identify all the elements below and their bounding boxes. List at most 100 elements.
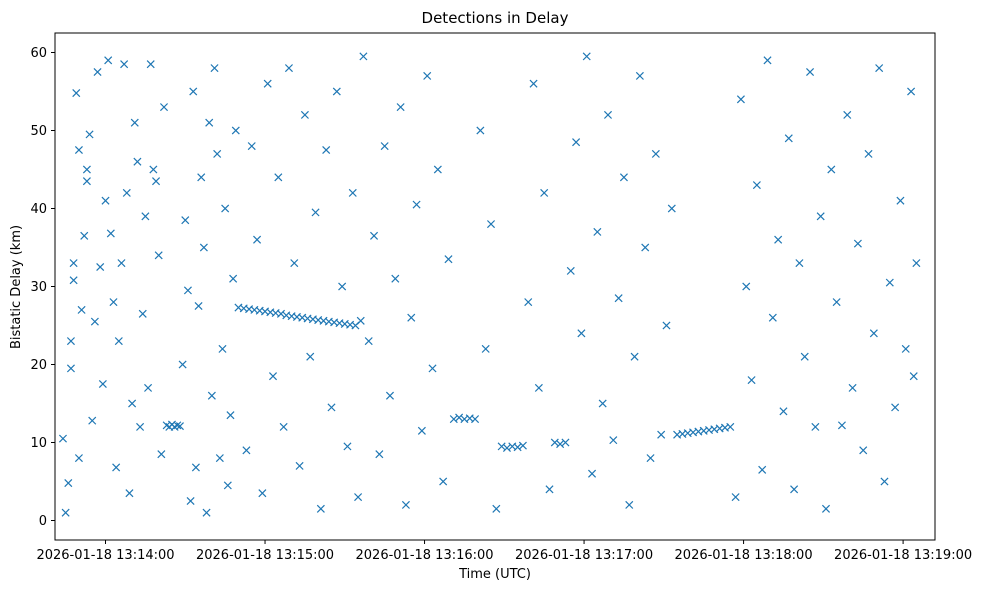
data-point bbox=[354, 493, 363, 502]
data-point bbox=[407, 313, 416, 322]
data-point bbox=[173, 421, 182, 430]
data-point bbox=[186, 496, 195, 506]
data-point bbox=[85, 130, 94, 139]
data-point bbox=[112, 463, 121, 472]
x-tick-label: 2026-01-18 13:16:00 bbox=[356, 548, 494, 563]
data-point bbox=[332, 87, 341, 96]
data-point bbox=[247, 142, 256, 151]
y-tick-label: 50 bbox=[30, 124, 47, 139]
data-point bbox=[853, 239, 862, 248]
data-point bbox=[77, 305, 86, 314]
data-point bbox=[279, 422, 288, 431]
data-point bbox=[74, 145, 83, 155]
data-point bbox=[758, 465, 767, 474]
data-point bbox=[742, 282, 751, 291]
data-point bbox=[790, 485, 799, 494]
data-point bbox=[274, 173, 283, 182]
data-point bbox=[455, 413, 464, 422]
data-point bbox=[199, 243, 208, 252]
y-tick-label: 20 bbox=[30, 358, 47, 373]
data-point bbox=[356, 316, 365, 325]
data-point bbox=[104, 56, 113, 65]
y-tick-label: 40 bbox=[30, 202, 47, 217]
data-point bbox=[210, 64, 219, 73]
data-point bbox=[667, 204, 676, 213]
data-markers bbox=[58, 52, 921, 517]
data-point bbox=[837, 421, 846, 430]
data-point bbox=[731, 493, 740, 502]
data-point bbox=[175, 422, 184, 431]
data-point bbox=[146, 60, 155, 69]
data-point bbox=[635, 71, 644, 80]
data-point bbox=[471, 415, 480, 424]
data-point bbox=[912, 259, 921, 268]
data-point bbox=[64, 479, 73, 488]
data-point bbox=[880, 477, 889, 486]
data-point bbox=[577, 329, 586, 338]
data-point bbox=[88, 416, 97, 425]
data-point bbox=[566, 266, 575, 275]
data-point bbox=[213, 149, 222, 158]
data-point bbox=[96, 262, 105, 272]
data-point bbox=[268, 372, 278, 381]
data-point bbox=[229, 274, 238, 283]
data-point bbox=[223, 481, 232, 490]
data-point bbox=[800, 352, 809, 361]
data-point bbox=[117, 259, 126, 268]
data-point bbox=[375, 450, 384, 459]
data-point bbox=[630, 352, 639, 361]
data-point bbox=[207, 391, 216, 400]
data-point bbox=[859, 446, 868, 455]
data-point bbox=[827, 165, 836, 174]
data-point bbox=[242, 446, 251, 455]
data-point bbox=[61, 508, 70, 517]
data-point bbox=[106, 229, 115, 238]
data-point bbox=[138, 309, 147, 318]
data-point bbox=[752, 181, 761, 190]
data-point bbox=[226, 411, 235, 420]
y-tick-label: 60 bbox=[30, 46, 47, 61]
data-point bbox=[497, 442, 506, 451]
data-point bbox=[891, 403, 900, 412]
data-point bbox=[572, 138, 581, 147]
data-point bbox=[428, 364, 437, 373]
data-point bbox=[513, 443, 522, 452]
data-point bbox=[133, 157, 142, 166]
data-point bbox=[561, 438, 570, 447]
data-point bbox=[82, 165, 91, 174]
data-point bbox=[348, 188, 357, 197]
data-point bbox=[338, 282, 347, 291]
data-point bbox=[502, 443, 511, 452]
data-point bbox=[598, 399, 607, 408]
x-tick-label: 2026-01-18 13:15:00 bbox=[196, 548, 334, 563]
data-point bbox=[189, 87, 198, 96]
data-point bbox=[183, 286, 192, 295]
data-point bbox=[202, 508, 211, 517]
data-point bbox=[651, 149, 660, 158]
data-point bbox=[582, 52, 591, 61]
x-tick-label: 2026-01-18 13:19:00 bbox=[834, 548, 972, 563]
data-point bbox=[130, 118, 139, 127]
data-point bbox=[205, 118, 214, 127]
data-point bbox=[122, 188, 131, 197]
data-point bbox=[901, 344, 910, 353]
data-point bbox=[136, 422, 145, 431]
data-point bbox=[66, 364, 75, 373]
data-point bbox=[486, 220, 496, 229]
data-point bbox=[614, 294, 623, 303]
data-point bbox=[556, 440, 565, 449]
data-point bbox=[603, 110, 613, 119]
data-point bbox=[300, 110, 309, 119]
data-point bbox=[476, 126, 485, 135]
data-point bbox=[159, 103, 169, 112]
data-point bbox=[306, 352, 315, 361]
y-axis: 0 10 20 30 40 50 60 bbox=[30, 46, 55, 529]
data-point bbox=[253, 235, 262, 244]
data-point bbox=[540, 188, 549, 197]
data-point bbox=[412, 200, 421, 209]
data-point bbox=[221, 204, 230, 213]
x-tick-label: 2026-01-18 13:14:00 bbox=[36, 548, 174, 563]
data-point bbox=[843, 110, 852, 119]
data-point bbox=[806, 67, 815, 77]
